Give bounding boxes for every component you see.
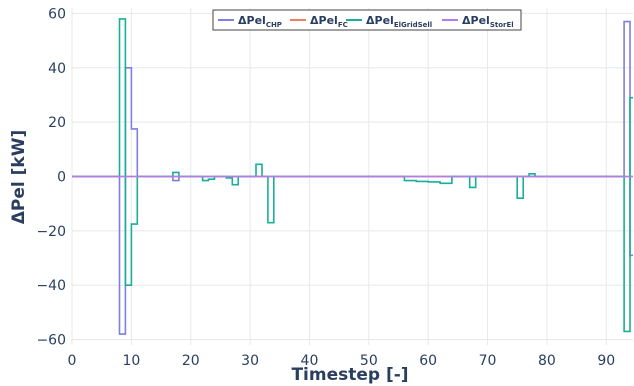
x-axis-title: Timestep [-] (291, 365, 408, 385)
x-tick-label: 50 (360, 353, 378, 369)
legend-label: ΔPelCHP (238, 14, 282, 29)
x-tick-label: 60 (419, 353, 437, 369)
legend-item-chp[interactable]: ΔPelCHP (218, 14, 282, 29)
legend-label: ΔPelFC (310, 14, 348, 29)
legend-box (212, 9, 522, 31)
y-tick-label: −60 (36, 333, 66, 349)
y-tick-label: 20 (48, 115, 66, 131)
x-tick-label: 80 (538, 353, 556, 369)
x-tick-label: 70 (479, 353, 497, 369)
series-layer (72, 18, 633, 335)
x-tick-label: 90 (597, 353, 615, 369)
legend-item-elgridsell[interactable]: ΔPelElGridSell (346, 14, 432, 29)
legend-label: ΔPelElGridSell (366, 14, 432, 29)
y-axis-title: ΔPel [kW] (9, 130, 29, 225)
x-tick-label: 20 (182, 353, 200, 369)
x-tick-label: 0 (68, 353, 77, 369)
x-tick-label: 30 (241, 353, 259, 369)
x-tick-label: 10 (122, 353, 140, 369)
legend-label: ΔPelStorEl (462, 14, 514, 29)
y-tick-label: 40 (48, 61, 66, 77)
y-tick-label: −20 (36, 224, 66, 240)
x-tick-label: 40 (301, 353, 319, 369)
series-line-elgridsell (72, 18, 633, 333)
series-line-chp (72, 20, 633, 335)
legend-item-fc[interactable]: ΔPelFC (290, 14, 348, 29)
legend-item-storel[interactable]: ΔPelStorEl (442, 14, 514, 29)
y-tick-label: −40 (36, 278, 66, 294)
y-tick-label: 0 (57, 170, 66, 186)
y-tick-label: 60 (48, 6, 66, 22)
tick-labels: 0 10 20 30 40 50 60 70 80 90 −60 −40 −20 0 20 40 60 (36, 6, 615, 369)
legend[interactable]: ΔPelCHP ΔPelFC ΔPelElGridSell ΔPelStorEl (212, 9, 522, 31)
